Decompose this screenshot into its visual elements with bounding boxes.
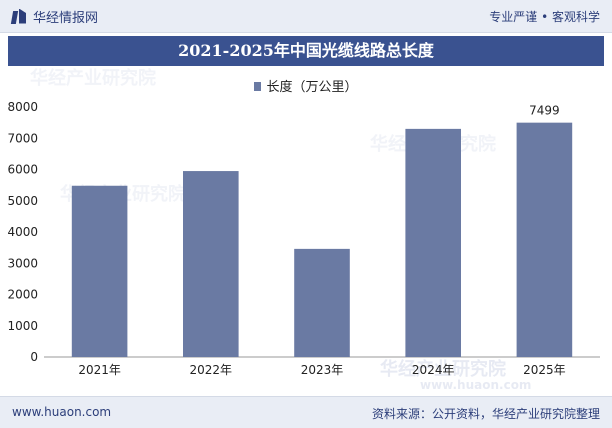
bar [71,185,128,357]
site-url: www.huaon.com [12,405,112,419]
data-label: 7499 [529,104,560,118]
top-bar: 华经情报网 专业严谨 • 客观科学 [0,0,612,33]
x-tick-label: 2025年 [523,363,566,377]
slogan: 专业严谨 • 客观科学 [489,10,600,24]
y-tick-label: 6000 [7,163,38,177]
y-tick-label: 7000 [7,131,38,145]
bar [405,128,461,357]
y-tick-label: 4000 [7,225,38,239]
x-tick-label: 2023年 [301,363,344,377]
huajing-logo-icon [10,8,28,25]
x-tick-label: 2021年 [78,363,121,377]
chart-title: 2021-2025年中国光缆线路总长度 [8,36,604,66]
bar [516,122,573,357]
y-tick-label: 1000 [7,319,38,333]
chart-legend: 长度（万公里） [0,76,612,95]
y-tick-label: 0 [30,350,38,364]
bar [294,248,350,357]
bar [183,171,239,357]
brand: 华经情报网 [10,7,99,26]
x-tick-label: 2024年 [412,363,455,377]
data-source: 资料来源：公开资料，华经产业研究院整理 [371,407,600,421]
legend-swatch [254,82,262,91]
y-tick-label: 8000 [7,100,38,114]
footer: www.huaon.com 资料来源：公开资料，华经产业研究院整理 [0,396,612,428]
brand-name: 华经情报网 [33,11,99,26]
x-tick-label: 2022年 [190,363,233,377]
y-tick-label: 2000 [7,288,38,302]
y-tick-label: 5000 [7,194,38,208]
y-tick-label: 3000 [7,256,38,270]
legend-label: 长度（万公里） [266,80,358,95]
